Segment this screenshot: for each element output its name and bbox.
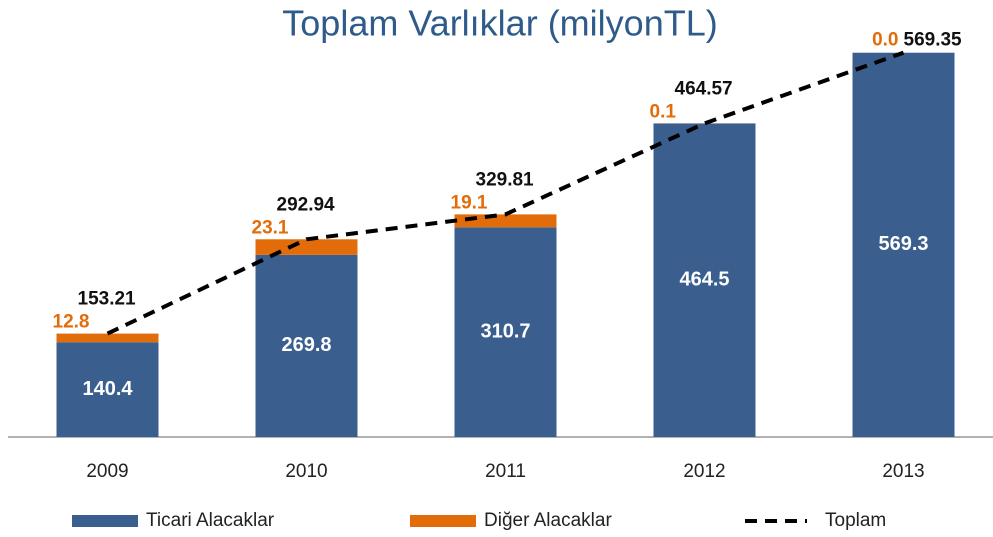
data-label: 464.57 [675,78,733,99]
legend-label: Toplam [825,510,886,531]
legend-swatch [72,515,138,527]
bar [255,239,358,255]
legend-label: Diğer Alacaklar [484,510,612,531]
data-label: 569.3 [878,233,928,255]
data-label: 269.8 [281,334,331,356]
bar [454,214,557,228]
data-label: 0.1 [650,101,677,122]
data-label: 310.7 [480,320,530,342]
bar [56,342,159,437]
data-label: 23.1 [252,217,289,238]
data-label: 153.21 [78,289,137,310]
bar [56,333,159,343]
legend-label: Ticari Alacaklar [146,510,275,531]
data-label: 464.5 [679,269,729,291]
chart-title: Toplam Varlıklar (milyonTL) [282,3,717,44]
data-label: 12.8 [53,312,90,333]
data-label: 19.1 [451,192,488,213]
bar [653,123,756,438]
x-tick-label: 2012 [683,461,725,482]
bar [255,254,358,437]
bar [852,52,955,437]
data-label: 0.0 [872,30,898,51]
data-label: 569.35 [904,30,963,51]
x-tick-label: 2013 [882,461,924,482]
line [106,50,905,336]
data-label: 140.4 [82,378,133,400]
data-label: 292.94 [277,194,336,215]
x-tick-label: 2010 [285,461,327,482]
x-tick-label: 2009 [86,461,128,482]
data-label: 329.81 [476,169,535,190]
bar [454,227,557,437]
x-tick-label: 2011 [485,461,526,482]
legend-swatch [410,515,476,527]
